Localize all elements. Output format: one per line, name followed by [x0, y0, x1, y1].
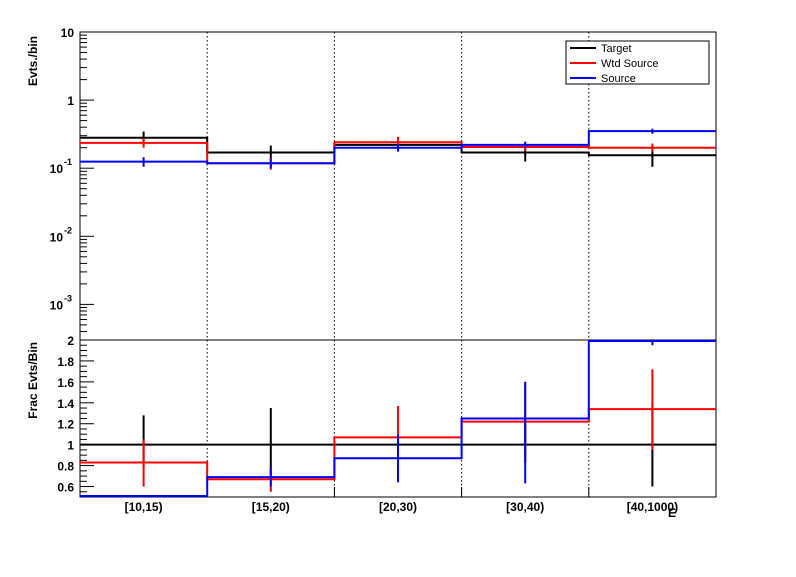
ratio-panel: 0.6 0.8 1 1.2 1.4 1.6 1.8 2 Frac Evts/Bin [10,15)… [26, 334, 717, 520]
ratio-y-axis-label: Frac Evts/Bin [26, 342, 40, 419]
y-axis-label: Evts./bin [26, 36, 40, 86]
x-axis-label: E [668, 506, 676, 520]
x-tick-label: [30,40) [506, 500, 544, 514]
series-wtd-source [80, 136, 716, 170]
ratio-y-tick-label: 0.8 [57, 460, 74, 474]
ratio-y-tick-label: 1.4 [57, 397, 74, 411]
y-tick-label-text: 1 [67, 94, 74, 108]
ratio-y-tick-label: 1.6 [57, 376, 74, 390]
y-tick-exponent: -1 [64, 157, 72, 167]
y-tick-label: 10 -2 [50, 225, 72, 244]
x-tick-label: [15,20) [252, 500, 290, 514]
y-tick-label: 10 [61, 26, 75, 40]
series-source [80, 340, 716, 497]
y-tick-label: 10 -3 [50, 293, 72, 312]
ratio-y-tick-label: 2 [67, 334, 74, 348]
x-tick-label: [10,15) [125, 500, 163, 514]
series-source [80, 128, 716, 169]
y-tick-label-text: 10 [61, 26, 75, 40]
x-tick-label: [40,1000) [627, 500, 678, 514]
legend-entry: Target [570, 43, 632, 55]
legend-entry: Wtd Source [570, 58, 658, 70]
legend-entry: Source [570, 73, 636, 85]
legend: Target Wtd Source Source [565, 40, 710, 85]
legend-label: Target [601, 43, 632, 55]
y-tick-exponent: -2 [64, 225, 72, 235]
y-tick-label: 10 -1 [50, 157, 72, 176]
y-tick-exponent: -3 [64, 293, 72, 303]
y-tick-base: 10 [50, 230, 64, 244]
ratio-y-tick-label: 1.2 [57, 418, 74, 432]
y-tick-base: 10 [50, 162, 64, 176]
y-tick-base: 10 [50, 298, 64, 312]
ratio-y-tick-label: 1 [67, 439, 74, 453]
ratio-y-tick-label: 1.8 [57, 355, 74, 369]
legend-label: Source [601, 73, 636, 85]
ratio-y-tick-label: 0.6 [57, 481, 74, 495]
y-tick-label: 1 [67, 94, 74, 108]
legend-label: Wtd Source [601, 58, 658, 70]
x-tick-label: [20,30) [379, 500, 417, 514]
